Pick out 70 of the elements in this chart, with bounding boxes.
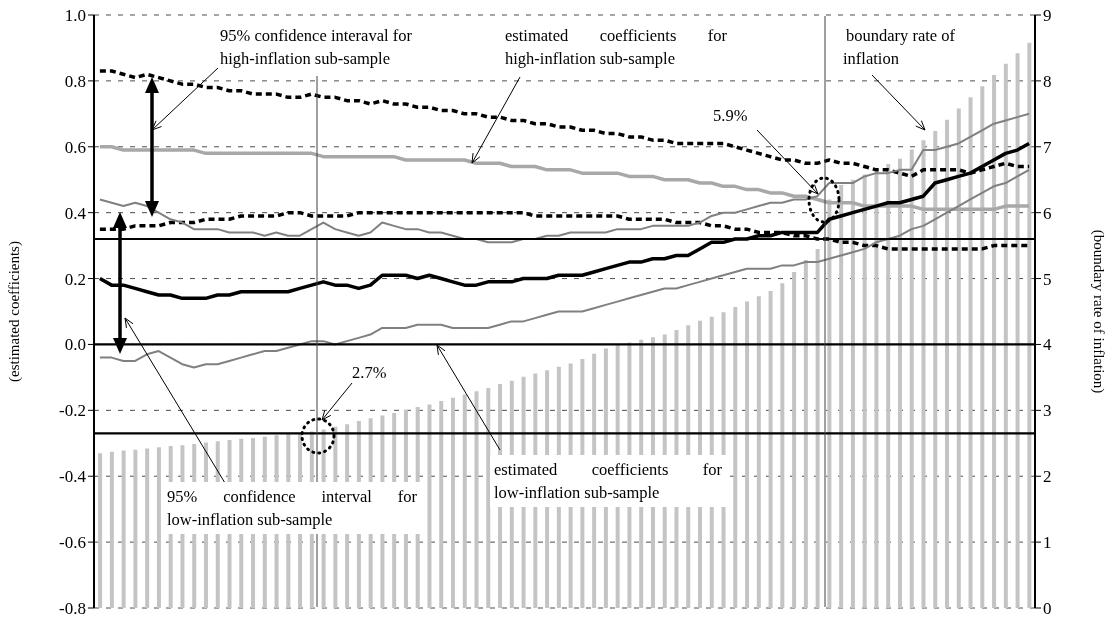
bar xyxy=(768,291,773,608)
bar xyxy=(862,174,867,608)
bar xyxy=(145,448,150,608)
y-tick-label: -0.8 xyxy=(59,599,86,618)
y2-tick-label: 8 xyxy=(1043,71,1052,91)
bar xyxy=(839,184,844,608)
y2-tick-label: 1 xyxy=(1043,533,1052,553)
y-tick-label: 0.6 xyxy=(64,137,86,157)
bar xyxy=(733,306,738,608)
y-tick-label: 0.2 xyxy=(64,269,86,289)
annotation: 5.9% xyxy=(713,106,748,125)
bar xyxy=(133,449,138,608)
bar xyxy=(439,401,444,608)
bar xyxy=(933,130,938,608)
bar xyxy=(792,271,797,608)
y-axis-title: (estimated coefficients) xyxy=(6,241,24,382)
bar xyxy=(850,179,855,608)
text: estimated coefficients for low-inflation sub-sample xyxy=(494,460,722,502)
y2-tick-label: 7 xyxy=(1043,137,1052,157)
bar xyxy=(745,301,750,608)
bar xyxy=(874,169,879,608)
y2-tick-label: 9 xyxy=(1043,6,1052,26)
y2-tick-label: 6 xyxy=(1043,203,1052,223)
bar xyxy=(921,140,926,608)
y2-tick-label: 0 xyxy=(1043,599,1052,618)
bar xyxy=(756,296,761,608)
bar xyxy=(909,149,914,608)
bar xyxy=(897,158,902,608)
y-tick-label: 1.0 xyxy=(64,6,86,26)
bar xyxy=(427,404,432,608)
y-tick-label: -0.4 xyxy=(59,467,87,487)
bar xyxy=(803,260,808,608)
line-series xyxy=(98,145,1031,212)
line-series xyxy=(98,168,1031,369)
text: 95% confidence interval for low-inflation sub-sample xyxy=(167,487,417,529)
bar xyxy=(886,163,891,608)
y2-tick-label: 3 xyxy=(1043,401,1052,421)
bar xyxy=(956,108,961,608)
bar xyxy=(827,199,832,608)
y2-tick-label: 5 xyxy=(1043,269,1052,289)
annotation: 2.7% xyxy=(352,363,387,382)
bar xyxy=(474,391,479,608)
y-tick-label: 0.0 xyxy=(64,335,86,355)
bar xyxy=(945,119,950,608)
bar xyxy=(109,451,114,608)
y2-tick-label: 4 xyxy=(1043,335,1052,355)
y2-tick-label: 2 xyxy=(1043,467,1052,487)
y-tick-label: -0.2 xyxy=(59,401,86,421)
bar xyxy=(98,453,103,608)
bar xyxy=(486,387,491,608)
bar xyxy=(462,394,467,608)
text: estimated coefficients for high-inflation sub-sample xyxy=(505,26,727,68)
bar xyxy=(780,283,785,608)
bar xyxy=(450,397,455,608)
text: boundary rate of inflation xyxy=(843,26,956,68)
text: 95% confidence interaval for high-inflation sub-sample xyxy=(220,26,412,68)
bar xyxy=(156,447,161,608)
y-tick-label: -0.6 xyxy=(59,533,86,553)
y2-axis-title: (boundary rate of inflation) xyxy=(1089,229,1107,394)
line-series xyxy=(98,112,1031,244)
y-tick-label: 0.4 xyxy=(64,203,87,223)
bar xyxy=(815,248,820,608)
bar xyxy=(1015,53,1020,608)
bar xyxy=(992,74,997,608)
y-tick-label: 0.8 xyxy=(64,71,86,91)
bar xyxy=(980,86,985,608)
bar xyxy=(968,97,973,608)
bar xyxy=(1003,63,1008,608)
bar xyxy=(121,450,126,608)
bar xyxy=(1027,42,1032,608)
